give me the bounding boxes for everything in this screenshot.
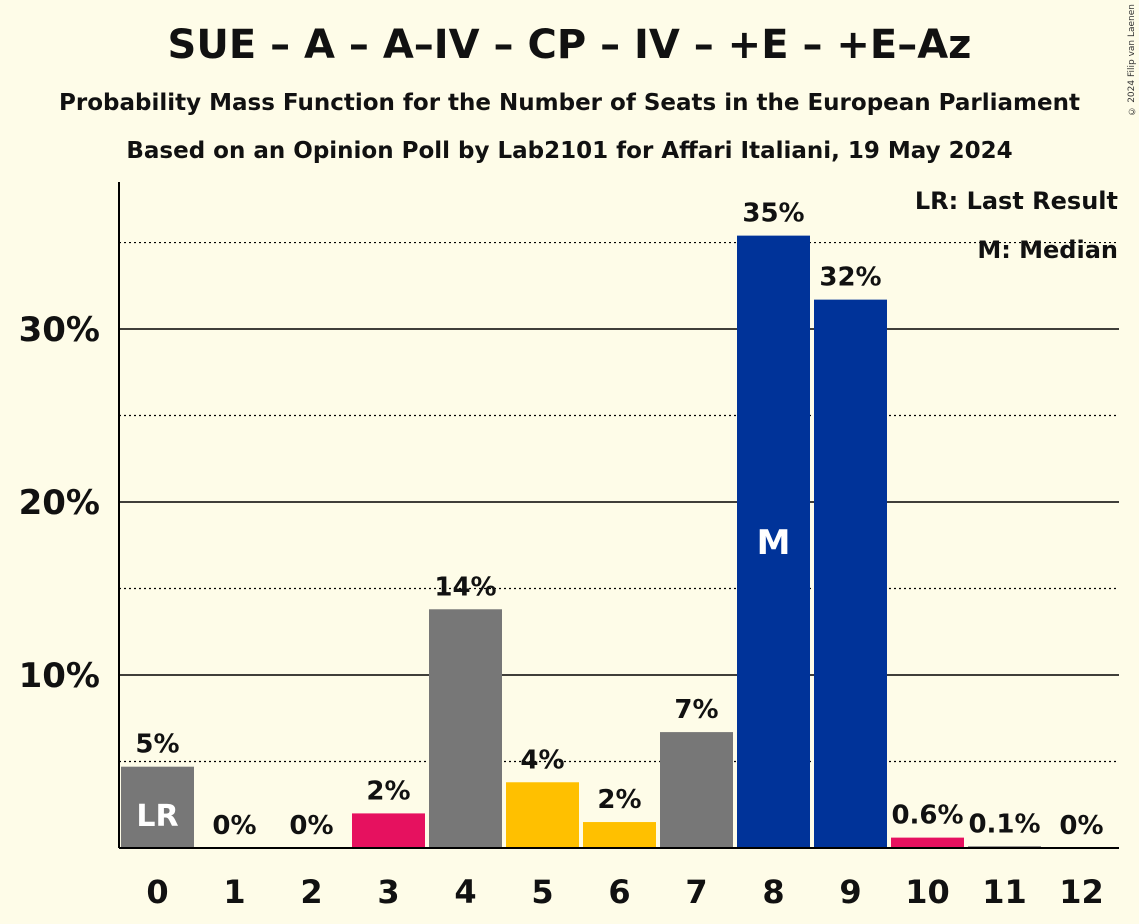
bar-value-label: 0.1%	[968, 809, 1040, 839]
legend-last-result: LR: Last Result	[915, 187, 1118, 215]
bar	[891, 837, 964, 848]
bar-value-label: 5%	[135, 730, 179, 760]
x-tick-label: 12	[1059, 873, 1104, 911]
x-tick-label: 5	[531, 873, 553, 911]
y-tick-label: 20%	[19, 483, 100, 523]
axes	[118, 182, 1119, 849]
bar-value-label: 4%	[520, 745, 564, 775]
x-tick-label: 10	[905, 873, 950, 911]
last-result-marker: LR	[136, 799, 178, 834]
chart-subtitle: Probability Mass Function for the Number…	[59, 90, 1080, 116]
bar-value-label: 0%	[1059, 811, 1103, 841]
x-tick-label: 7	[685, 873, 707, 911]
x-tick-label: 11	[982, 873, 1027, 911]
bar	[352, 813, 425, 848]
grid-lines	[119, 241, 1119, 763]
x-tick-label: 0	[146, 873, 168, 911]
y-tick-label: 10%	[19, 656, 100, 696]
x-tick-label: 1	[223, 873, 245, 911]
x-tick-label: 3	[377, 873, 399, 911]
legend: LR: Last Result M: Median	[915, 187, 1118, 264]
bars: 5% LR 0% 0% 2% 14% 4% 2% 7% 35% M 32% 0.6% 0.1% 0%	[121, 199, 1104, 848]
bar-value-label: 0%	[212, 811, 256, 841]
x-tick-label: 2	[300, 873, 322, 911]
bar-value-label: 32%	[819, 263, 881, 293]
x-tick-label: 9	[839, 873, 861, 911]
median-marker: M	[757, 523, 791, 563]
tick-labels: 10%20%30%0 1 2 3 4 5 6 7 8 9 10 11 12	[19, 310, 1104, 911]
bar	[429, 609, 502, 848]
x-tick-label: 6	[608, 873, 630, 911]
chart-title: SUE – A – A–IV – CP – IV – +E – +E–Az	[167, 22, 972, 68]
bar-value-label: 0%	[289, 811, 333, 841]
bar-value-label: 2%	[366, 776, 410, 806]
bar	[737, 235, 810, 848]
bar	[814, 299, 887, 848]
bar	[506, 782, 579, 848]
bar-value-label: 35%	[742, 199, 804, 229]
bar	[583, 822, 656, 848]
bar	[660, 732, 733, 848]
chart-subtitle-source: Based on an Opinion Poll by Lab2101 for …	[126, 138, 1013, 164]
bar-value-label: 7%	[674, 695, 718, 725]
bar-value-label: 14%	[434, 572, 496, 602]
x-tick-label: 8	[762, 873, 784, 911]
bar-value-label: 2%	[597, 785, 641, 815]
legend-median: M: Median	[977, 236, 1118, 264]
bar	[121, 766, 194, 848]
x-tick-label: 4	[454, 873, 476, 911]
bar-value-label: 0.6%	[891, 801, 963, 831]
y-tick-label: 30%	[19, 310, 100, 350]
